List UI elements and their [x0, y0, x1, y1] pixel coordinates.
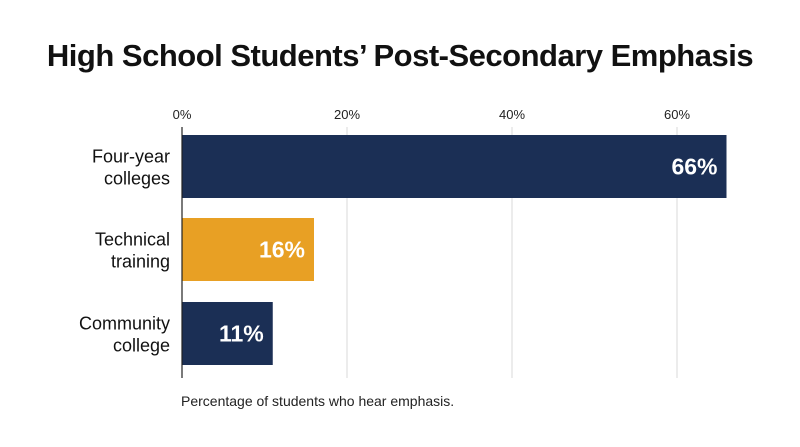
data-label: 16% [259, 237, 305, 263]
x-tick-label: 20% [334, 107, 360, 122]
category-label: Community college [79, 314, 170, 356]
bar [182, 218, 314, 281]
category-label: Technical training [95, 230, 170, 272]
bar [182, 135, 727, 198]
category-label: Four-year colleges [92, 147, 170, 189]
data-label: 11% [219, 321, 264, 347]
x-tick-label: 0% [173, 107, 192, 122]
data-labels: 66% 16% 11% [219, 154, 718, 347]
x-tick-labels: 0% 20% 40% 60% [173, 107, 691, 122]
data-label: 66% [671, 154, 717, 180]
x-tick-label: 60% [664, 107, 690, 122]
x-tick-label: 40% [499, 107, 525, 122]
chart-title: High School Students’ Post-Secondary Emp… [46, 38, 754, 73]
x-axis-label: Percentage of students who hear emphasis… [181, 393, 455, 409]
category-labels: Four-year colleges Technical training Commun… [79, 147, 170, 356]
bars [182, 135, 727, 365]
bar [182, 302, 273, 365]
